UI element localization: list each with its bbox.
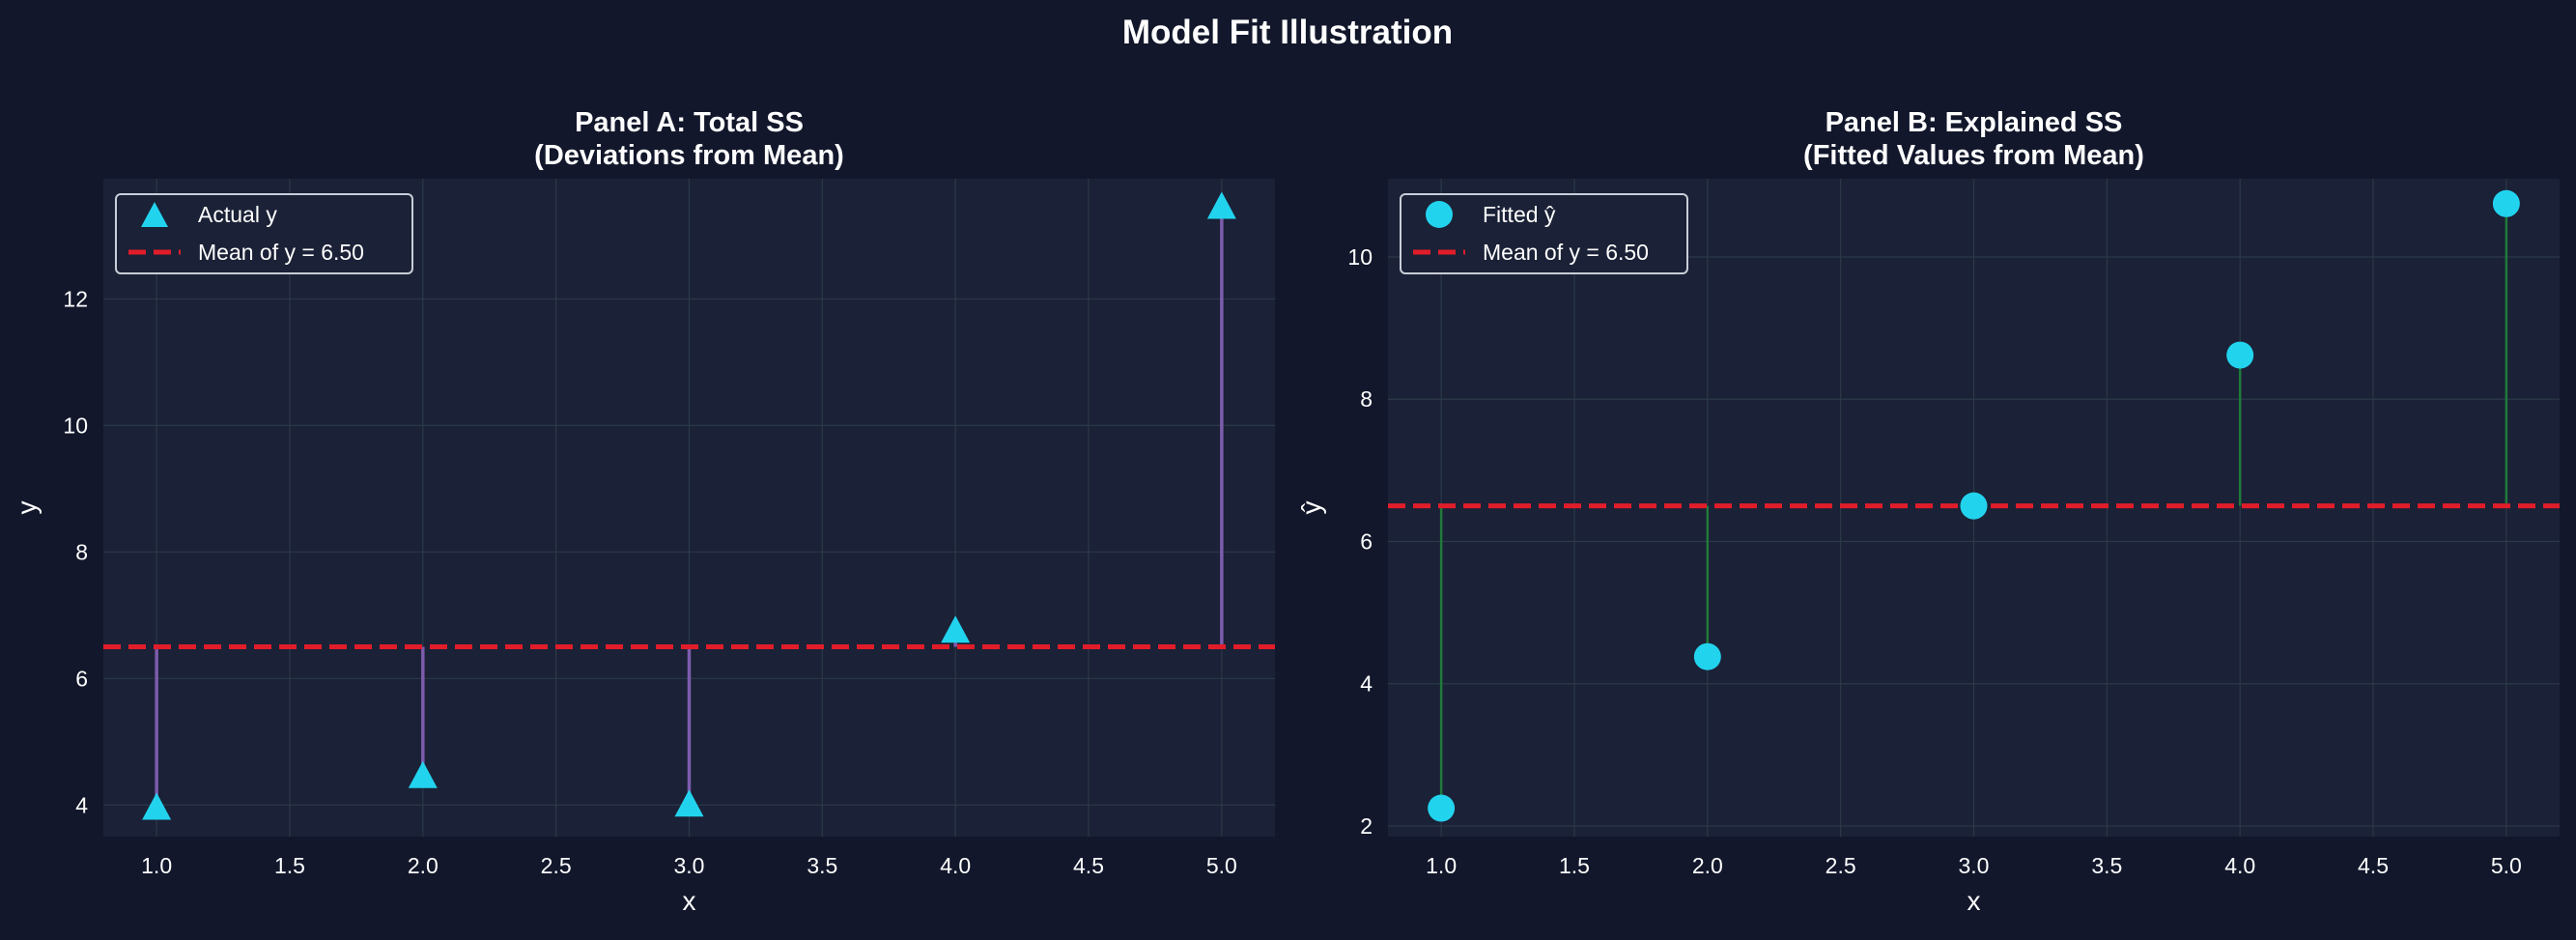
legend-marker bbox=[1426, 201, 1453, 228]
y-tick-label: 10 bbox=[63, 413, 88, 438]
data-point bbox=[1960, 492, 1988, 520]
panel-title-line: (Deviations from Mean) bbox=[534, 140, 844, 171]
x-tick-label: 1.5 bbox=[274, 853, 305, 878]
data-point bbox=[2492, 189, 2520, 217]
x-tick-label: 3.0 bbox=[674, 853, 705, 878]
data-point bbox=[142, 792, 172, 820]
y-tick-label: 6 bbox=[1360, 528, 1373, 554]
x-axis-label: x bbox=[1967, 886, 1981, 916]
legend-label-mean: Mean of y = 6.50 bbox=[198, 240, 364, 265]
x-tick-label: 1.0 bbox=[1426, 853, 1457, 878]
y-tick-label: 8 bbox=[1360, 386, 1373, 412]
x-tick-label: 5.0 bbox=[2491, 853, 2522, 878]
legend-marker bbox=[141, 202, 168, 227]
y-axis-label: ŷ bbox=[1296, 501, 1326, 515]
panel-title-line: Panel A: Total SS bbox=[575, 107, 804, 138]
y-tick-label: 2 bbox=[1360, 813, 1373, 839]
legend-label-series: Actual y bbox=[198, 202, 277, 227]
x-tick-label: 3.5 bbox=[807, 853, 837, 878]
legend-box bbox=[115, 193, 413, 274]
legend-label-series: Fitted ŷ bbox=[1483, 202, 1556, 227]
x-tick-label: 1.0 bbox=[141, 853, 172, 878]
x-tick-label: 1.5 bbox=[1559, 853, 1590, 878]
x-tick-label: 3.5 bbox=[2091, 853, 2122, 878]
x-tick-label: 2.0 bbox=[1692, 853, 1723, 878]
x-tick-label: 4.5 bbox=[1073, 853, 1104, 878]
y-tick-label: 6 bbox=[75, 666, 88, 691]
y-tick-label: 4 bbox=[75, 792, 88, 817]
data-point bbox=[1428, 794, 1456, 822]
x-tick-label: 4.5 bbox=[2358, 853, 2389, 878]
data-point bbox=[2226, 341, 2254, 369]
y-tick-label: 10 bbox=[1347, 244, 1373, 270]
data-point bbox=[1206, 191, 1236, 219]
data-point bbox=[941, 615, 971, 643]
x-axis-label: x bbox=[683, 886, 696, 916]
figure-title: Model Fit Illustration bbox=[1122, 14, 1453, 51]
y-tick-label: 12 bbox=[63, 286, 88, 311]
x-tick-label: 2.5 bbox=[541, 853, 572, 878]
x-tick-label: 4.0 bbox=[2224, 853, 2255, 878]
y-axis-label: y bbox=[12, 501, 42, 515]
x-tick-label: 4.0 bbox=[940, 853, 971, 878]
data-point bbox=[408, 760, 438, 788]
data-point bbox=[1693, 642, 1721, 670]
y-tick-label: 8 bbox=[75, 539, 88, 564]
x-tick-label: 5.0 bbox=[1206, 853, 1237, 878]
data-point bbox=[674, 789, 704, 817]
x-tick-label: 3.0 bbox=[1959, 853, 1990, 878]
panel-a: 1.0 1.5 2.0 2.5 3.0 3.5 4.0 4.5 5.0 4 6 8 10 12 x y Pane… bbox=[12, 107, 1275, 916]
legend-box bbox=[1400, 193, 1688, 274]
panel-title-line: Panel B: Explained SS bbox=[1826, 107, 2123, 138]
panel-b: 1.0 1.5 2.0 2.5 3.0 3.5 4.0 4.5 5.0 2 4 6 8 10 x ŷ Panel… bbox=[1296, 107, 2560, 916]
panel-title-line: (Fitted Values from Mean) bbox=[1803, 140, 2144, 171]
x-tick-label: 2.0 bbox=[408, 853, 439, 878]
x-tick-label: 2.5 bbox=[1826, 853, 1856, 878]
y-tick-label: 4 bbox=[1360, 671, 1373, 697]
legend-label-mean: Mean of y = 6.50 bbox=[1483, 240, 1649, 265]
